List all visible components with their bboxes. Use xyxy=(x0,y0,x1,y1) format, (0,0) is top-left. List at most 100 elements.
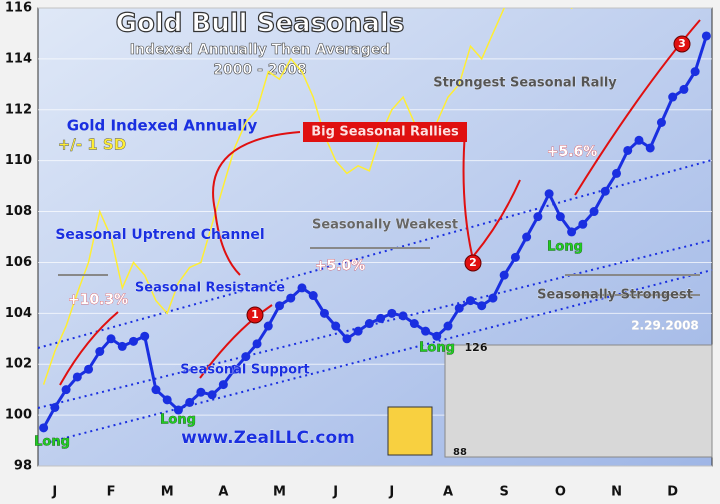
point xyxy=(50,402,60,412)
arrow xyxy=(212,131,301,276)
annotation: Seasonal Uptrend Channel xyxy=(55,227,264,243)
x-tick-label: M xyxy=(273,485,286,500)
point xyxy=(544,189,554,199)
annotation: +5.0% xyxy=(315,258,366,274)
arrow xyxy=(462,131,473,256)
point xyxy=(510,252,520,262)
marker-circle xyxy=(464,254,482,272)
annotation: Seasonal Resistance xyxy=(135,281,285,296)
point xyxy=(308,291,318,301)
annotation: +5.6% xyxy=(547,144,598,160)
point xyxy=(207,390,217,400)
point xyxy=(230,364,240,374)
point xyxy=(196,387,206,397)
y-tick-label: 108 xyxy=(5,204,32,219)
y-tick-label: 106 xyxy=(5,255,32,270)
point xyxy=(162,395,172,405)
point xyxy=(578,219,588,229)
point xyxy=(387,308,397,318)
point xyxy=(499,270,509,280)
series-line xyxy=(42,8,573,385)
annotation: Long xyxy=(547,240,583,255)
y-tick-label: 100 xyxy=(5,408,32,423)
point xyxy=(656,118,666,127)
y-tick-label: 104 xyxy=(5,306,32,321)
series-group xyxy=(39,8,711,433)
annotation: Long xyxy=(419,341,455,356)
y-tick-label: 110 xyxy=(5,153,32,168)
point xyxy=(668,92,678,102)
label-box xyxy=(303,122,467,142)
point xyxy=(297,283,307,293)
point xyxy=(443,321,453,331)
marker-circle xyxy=(246,306,264,324)
y-tick-label: 112 xyxy=(5,102,32,117)
annotation: Long xyxy=(160,413,196,428)
point xyxy=(241,352,251,362)
point xyxy=(286,293,296,303)
x-tick-label: A xyxy=(443,485,453,500)
point xyxy=(117,341,127,351)
annotation: 126 xyxy=(465,341,488,354)
arrow xyxy=(469,179,521,261)
point xyxy=(106,334,116,344)
point xyxy=(72,372,82,382)
point xyxy=(61,385,71,395)
point xyxy=(488,293,498,303)
point xyxy=(634,135,644,145)
x-tick-label: N xyxy=(611,485,622,500)
channel-line xyxy=(37,239,713,409)
point xyxy=(600,186,610,196)
point xyxy=(39,423,49,433)
x-tick-label: F xyxy=(107,485,116,500)
point xyxy=(218,380,228,390)
point xyxy=(319,308,329,318)
inset xyxy=(444,344,713,458)
arrow xyxy=(59,311,119,386)
point xyxy=(128,336,138,346)
point xyxy=(84,364,94,374)
point xyxy=(533,212,543,222)
x-tick-label: S xyxy=(499,485,508,500)
point xyxy=(376,313,386,323)
channel-line xyxy=(37,269,713,446)
x-tick-label: A xyxy=(218,485,228,500)
point xyxy=(690,67,700,77)
annotation: Seasonally Weakest xyxy=(312,218,458,233)
point xyxy=(645,143,655,153)
annotation: 1 xyxy=(251,308,259,321)
point xyxy=(701,31,711,41)
point xyxy=(398,311,408,321)
annotation: Long xyxy=(34,435,70,450)
arrow xyxy=(199,304,273,379)
point xyxy=(612,168,622,178)
annotation: Seasonally Strongest xyxy=(537,288,693,303)
y-tick-label: 98 xyxy=(14,459,32,474)
y-tick-label: 116 xyxy=(5,1,32,16)
annotation: 2.29.2008 xyxy=(631,319,699,333)
annotation: Strongest Seasonal Rally xyxy=(433,76,617,91)
annotation: www.ZealLLC.com xyxy=(181,428,355,448)
annotation: 2 xyxy=(469,256,477,269)
point xyxy=(275,301,285,311)
x-tick-label: D xyxy=(667,485,678,500)
point xyxy=(263,321,273,331)
logo xyxy=(387,406,433,456)
annotation: 3 xyxy=(678,37,686,50)
point xyxy=(140,331,150,341)
point xyxy=(421,326,431,336)
x-tick-label: O xyxy=(555,485,566,500)
point xyxy=(465,296,475,306)
point xyxy=(364,319,374,329)
x-tick-label: J xyxy=(332,485,338,500)
x-tick-label: M xyxy=(161,485,174,500)
point xyxy=(589,207,599,217)
subtitle: Indexed Annually Then Averaged xyxy=(130,42,391,58)
point xyxy=(679,84,689,94)
point xyxy=(342,334,352,344)
point xyxy=(623,145,633,155)
annotation: Seasonal Support xyxy=(180,363,309,378)
point xyxy=(252,339,262,349)
point xyxy=(185,397,195,407)
